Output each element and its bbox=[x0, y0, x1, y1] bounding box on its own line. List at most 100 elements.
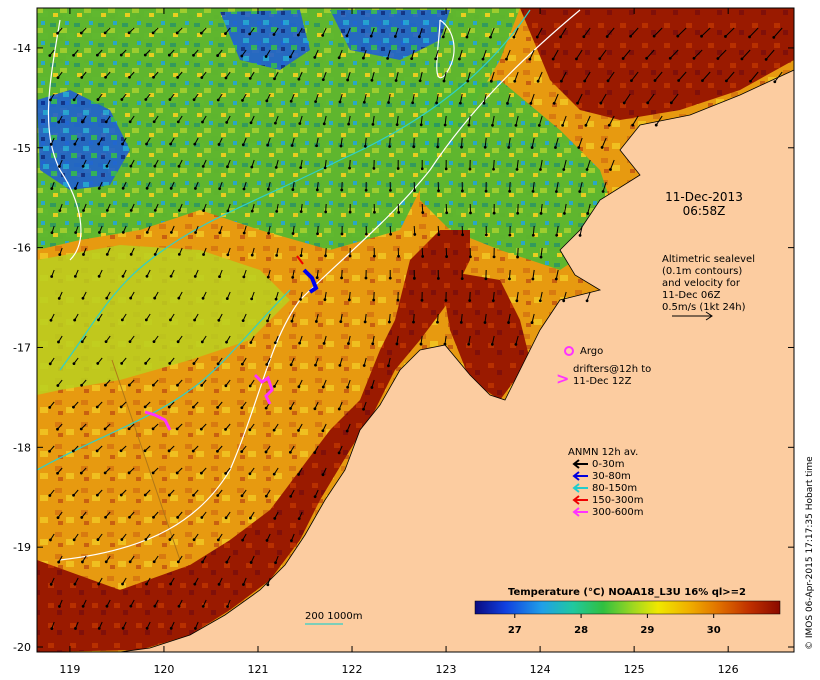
warm-waters-bay bbox=[440, 270, 530, 400]
altimetry-line: 11-Dec 06Z bbox=[662, 290, 721, 301]
velocity-arrow bbox=[575, 49, 583, 61]
velocity-arrow bbox=[345, 423, 351, 433]
velocity-arrow bbox=[145, 137, 151, 146]
velocity-arrow bbox=[98, 225, 103, 234]
velocity-arrow bbox=[81, 115, 87, 124]
legend-title: ANMN 12h av. bbox=[568, 447, 638, 458]
velocity-arrow bbox=[121, 137, 127, 146]
velocity-arrow bbox=[119, 49, 127, 57]
velocity-arrow bbox=[217, 313, 223, 322]
velocity-arrow bbox=[290, 137, 295, 147]
velocity-arrow bbox=[298, 335, 303, 345]
velocity-arrow bbox=[530, 313, 535, 324]
altimetry-line: and velocity for bbox=[662, 278, 741, 289]
velocity-arrow bbox=[364, 181, 368, 192]
velocity-arrow bbox=[273, 335, 279, 345]
velocity-arrow bbox=[552, 93, 559, 105]
velocity-arrow bbox=[201, 599, 207, 608]
velocity-arrow bbox=[716, 49, 727, 60]
velocity-arrow bbox=[81, 291, 87, 300]
legend-arrowhead-icon bbox=[572, 507, 580, 517]
velocity-arrow bbox=[348, 159, 351, 170]
velocity-arrow bbox=[225, 335, 231, 344]
velocity-arrow bbox=[299, 291, 303, 301]
velocity-arrow bbox=[49, 313, 55, 322]
velocity-arrow bbox=[80, 379, 87, 387]
velocity-arrow bbox=[128, 555, 135, 564]
velocity-arrow bbox=[95, 489, 103, 497]
velocity-arrow bbox=[598, 49, 607, 61]
velocity-arrow bbox=[127, 27, 135, 35]
velocity-arrow bbox=[176, 511, 183, 519]
velocity-arrow bbox=[606, 71, 615, 83]
legend-arrowhead-icon bbox=[572, 495, 580, 505]
velocity-arrow bbox=[153, 203, 159, 212]
date-label: 11-Dec-2013 bbox=[665, 190, 743, 204]
velocity-arrow bbox=[586, 203, 591, 215]
velocity-arrow bbox=[299, 159, 303, 170]
velocity-arrow bbox=[441, 27, 447, 39]
velocity-arrow bbox=[539, 159, 543, 171]
velocity-arrow bbox=[144, 357, 151, 365]
velocity-arrow bbox=[466, 71, 471, 83]
velocity-arrow bbox=[176, 555, 183, 564]
velocity-arrow bbox=[578, 225, 583, 237]
velocity-arrow bbox=[105, 203, 111, 212]
velocity-arrow bbox=[578, 181, 583, 193]
velocity-arrow bbox=[73, 269, 79, 278]
velocity-arrow bbox=[240, 49, 247, 58]
velocity-arrow bbox=[389, 181, 392, 192]
velocity-arrow bbox=[226, 247, 231, 257]
velocity-arrow bbox=[192, 49, 199, 57]
velocity-arrow bbox=[169, 181, 175, 190]
velocity-arrow bbox=[104, 115, 111, 124]
velocity-arrow bbox=[267, 225, 271, 235]
lon-tick-label: 121 bbox=[247, 663, 268, 676]
velocity-arrow bbox=[80, 71, 87, 79]
velocity-arrow bbox=[274, 159, 279, 169]
velocity-arrow bbox=[192, 93, 199, 102]
velocity-arrow bbox=[202, 247, 207, 256]
velocity-arrow bbox=[299, 247, 303, 257]
velocity-arrow bbox=[601, 181, 607, 193]
drifter-track-red bbox=[296, 255, 304, 265]
velocity-arrow bbox=[388, 269, 392, 280]
velocity-arrow bbox=[339, 137, 343, 148]
velocity-arrow bbox=[412, 313, 415, 324]
velocity-arrow bbox=[563, 203, 567, 215]
velocity-arrow bbox=[120, 357, 127, 365]
contour-legend-label: 200 1000m bbox=[305, 611, 362, 622]
velocity-arrow bbox=[169, 137, 175, 146]
velocity-arrow bbox=[585, 159, 591, 171]
velocity-arrow bbox=[175, 467, 183, 475]
velocity-arrow bbox=[340, 225, 344, 236]
velocity-arrow bbox=[248, 423, 255, 432]
velocity-arrow bbox=[192, 357, 199, 365]
velocity-arrow bbox=[314, 357, 319, 367]
lat-tick-label: -17 bbox=[13, 341, 31, 354]
scale-arrow-icon bbox=[672, 311, 713, 321]
colorbar-title: Temperature (°C) NOAA18_L3U 16% ql>=2 bbox=[508, 587, 746, 598]
velocity-arrow bbox=[167, 49, 175, 57]
velocity-arrow bbox=[168, 357, 175, 365]
velocity-arrow bbox=[193, 137, 199, 146]
velocity-arrow bbox=[56, 423, 63, 431]
velocity-arrow bbox=[773, 71, 783, 84]
velocity-arrow bbox=[56, 27, 63, 35]
velocity-arrow bbox=[82, 247, 87, 256]
velocity-arrow bbox=[321, 27, 327, 37]
velocity-arrow bbox=[289, 93, 295, 103]
velocity-arrow bbox=[119, 489, 127, 497]
velocity-arrow bbox=[200, 335, 207, 344]
velocity-arrow bbox=[145, 621, 151, 630]
velocity-arrow bbox=[397, 247, 400, 258]
drifter-chevron-icon: > bbox=[556, 369, 569, 388]
legend-item: 150-300m bbox=[572, 495, 644, 506]
velocity-arrow bbox=[194, 225, 199, 234]
velocity-arrow bbox=[56, 71, 63, 80]
velocity-arrow bbox=[421, 247, 425, 258]
velocity-arrow bbox=[72, 401, 79, 409]
velocity-arrow bbox=[200, 511, 207, 519]
velocity-arrow bbox=[289, 489, 295, 498]
velocity-arrow bbox=[489, 27, 495, 39]
